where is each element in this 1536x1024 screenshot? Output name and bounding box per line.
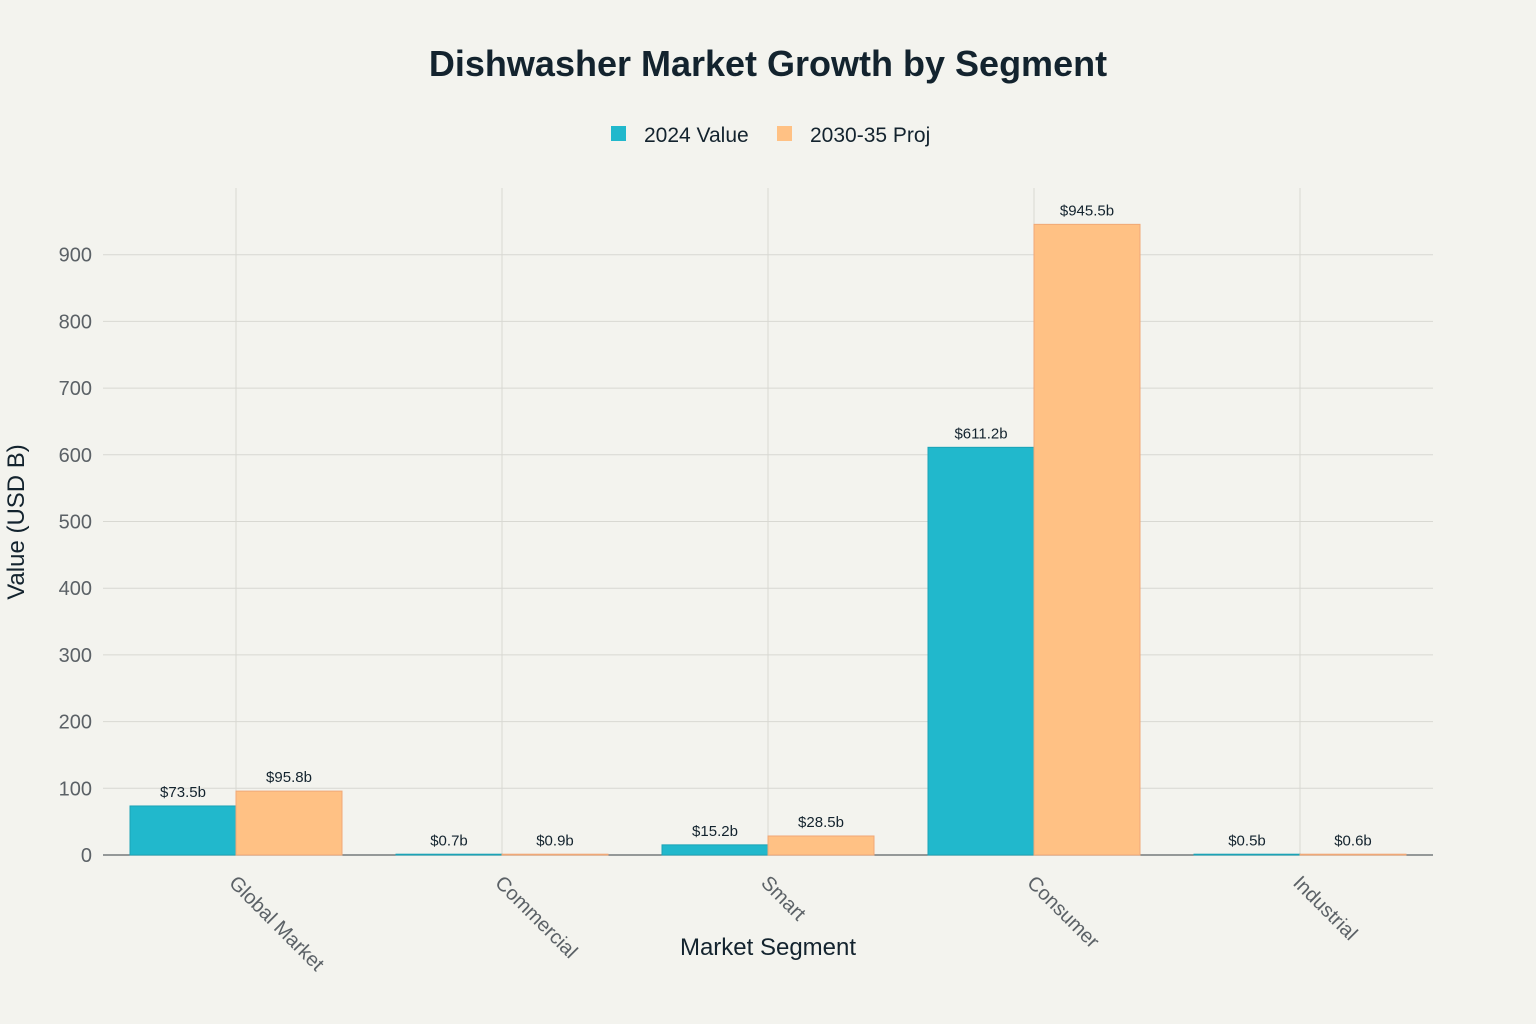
gridlines [103,188,1433,856]
legend-label-2024-value: 2024 Value [644,124,749,147]
y-tick-label: 700 [59,378,92,400]
x-tick-label-consumer: Consumer [1022,872,1103,953]
y-tick-label: 0 [81,845,92,867]
y-tick-label: 600 [59,445,92,467]
data-label-2024-value-consumer: $611.2b [954,425,1007,442]
y-tick-label: 900 [59,245,92,267]
data-labels: $73.5b $95.8b $0.7b $0.9b $15.2b $28.5b $611.2… [160,202,1372,849]
y-tick-label: 100 [59,778,92,800]
data-label-2030-35-proj-industrial: $0.6b [1334,833,1372,850]
y-tick-label: 500 [59,512,92,534]
legend-swatch-2030-35-proj [777,126,792,141]
bar-2024-value-industrial [1193,853,1301,856]
data-label-2030-35-proj-commercial: $0.9b [536,832,574,849]
y-tick-label: 200 [59,712,92,734]
x-tick-label-commercial: Commercial [490,872,581,963]
data-label-2024-value-commercial: $0.7b [430,833,468,850]
legend-label-2030-35-proj: 2030-35 Proj [810,124,930,147]
bar-2024-value-smart [661,844,769,856]
x-tick-label-industrial: Industrial [1288,872,1361,945]
x-axis-title: Market Segment [680,934,856,961]
data-label-2030-35-proj-global-market: $95.8b [266,769,312,786]
bar-2030-35-proj-global-market [235,790,343,856]
x-tick-label-smart: Smart [756,872,810,926]
bars [129,223,1407,856]
y-tick-label: 800 [59,311,92,333]
data-label-2024-value-smart: $15.2b [692,823,738,840]
bar-2024-value-global-market [129,805,237,856]
y-axis-ticks: 0 100 200 300 400 500 600 700 800 900 [59,245,92,867]
bar-2030-35-proj-consumer [1033,223,1141,856]
bar-2030-35-proj-industrial [1299,853,1407,856]
data-label-2024-value-global-market: $73.5b [160,784,206,801]
y-tick-label: 300 [59,645,92,667]
y-tick-label: 400 [59,578,92,600]
bar-2024-value-consumer [927,446,1035,856]
x-tick-label-global-market: Global Market [224,872,328,976]
y-axis-title: Value (USD B) [3,444,30,600]
data-label-2024-value-industrial: $0.5b [1228,833,1266,850]
bar-2030-35-proj-commercial [501,853,609,856]
data-label-2030-35-proj-smart: $28.5b [798,814,844,831]
chart-title: Dishwasher Market Growth by Segment [429,43,1107,84]
legend: 2024 Value 2030-35 Proj [611,124,930,147]
data-label-2030-35-proj-consumer: $945.5b [1060,202,1114,219]
bar-2024-value-commercial [395,853,503,856]
legend-swatch-2024-value [611,126,626,141]
bar-2030-35-proj-smart [767,835,875,856]
